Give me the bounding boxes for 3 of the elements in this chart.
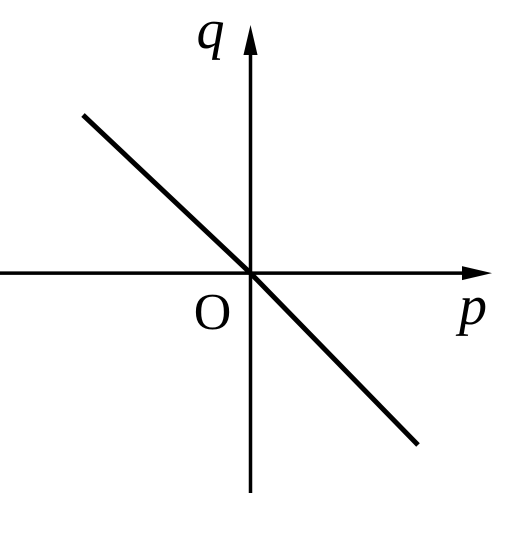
annotation: O <box>194 284 232 342</box>
y-axis-title: q <box>196 0 224 61</box>
x-axis-title: p <box>455 275 487 338</box>
